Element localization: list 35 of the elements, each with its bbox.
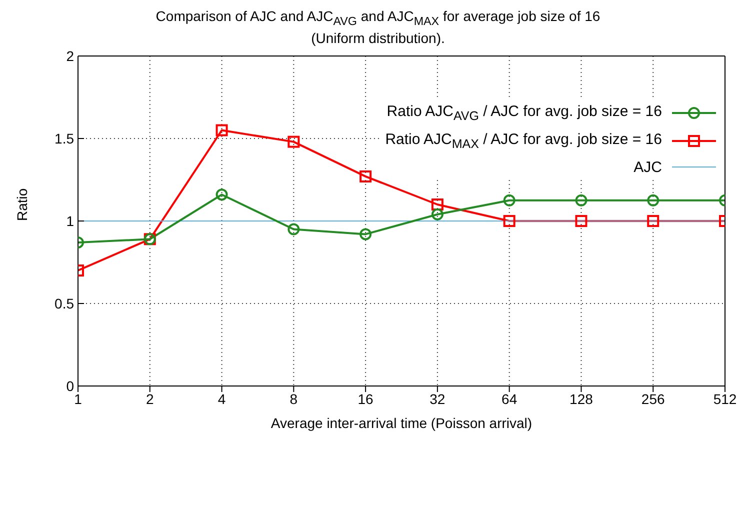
point — [360, 228, 372, 240]
point — [503, 214, 516, 227]
legend-label: Ratio AJC$_{MAX}$ / AJC for avg. job size = 16 — [385, 130, 662, 151]
point — [575, 214, 588, 227]
y-tick-label: 1 — [66, 212, 74, 229]
x-tick-label: 128 — [570, 390, 594, 407]
x-tick-label: 16 — [358, 390, 374, 407]
legend-label: Ratio AJC$_{AVG}$ / AJC for avg. job size = 16 — [386, 102, 662, 123]
point — [503, 194, 516, 206]
point — [360, 170, 372, 182]
x-axis-title: Average inter-arrival time (Poisson arrival) — [270, 414, 532, 431]
point — [647, 214, 660, 227]
point — [431, 198, 444, 210]
x-tick-label: 8 — [290, 390, 298, 407]
x-tick-label: 256 — [641, 390, 666, 407]
x-tick-label: 2 — [146, 390, 154, 407]
x-tick-label: 4 — [218, 390, 226, 407]
x-tick-label: 512 — [713, 390, 737, 407]
x-tick-label: 64 — [502, 390, 518, 407]
chart-title: Comparison of AJC and AJC$_{AVG}$ and AJC$_{MAX}$ for average job size of 16 — [154, 8, 602, 30]
y-axis-title: Ratio — [14, 188, 30, 221]
y-tick-label: 0 — [66, 378, 74, 394]
point — [431, 208, 444, 220]
legend-label: AJC — [634, 158, 662, 176]
point — [288, 136, 300, 148]
point — [216, 124, 228, 136]
point — [647, 194, 660, 206]
y-tick-label: 0.5 — [54, 295, 74, 312]
y-tick-label: 1.5 — [54, 130, 74, 146]
chart-subtitle: (Uniform distribution). — [310, 30, 446, 47]
point — [288, 223, 300, 236]
x-tick-label: 32 — [430, 390, 446, 407]
point — [575, 194, 588, 206]
y-tick-label: 2 — [66, 48, 74, 64]
point — [216, 188, 228, 200]
